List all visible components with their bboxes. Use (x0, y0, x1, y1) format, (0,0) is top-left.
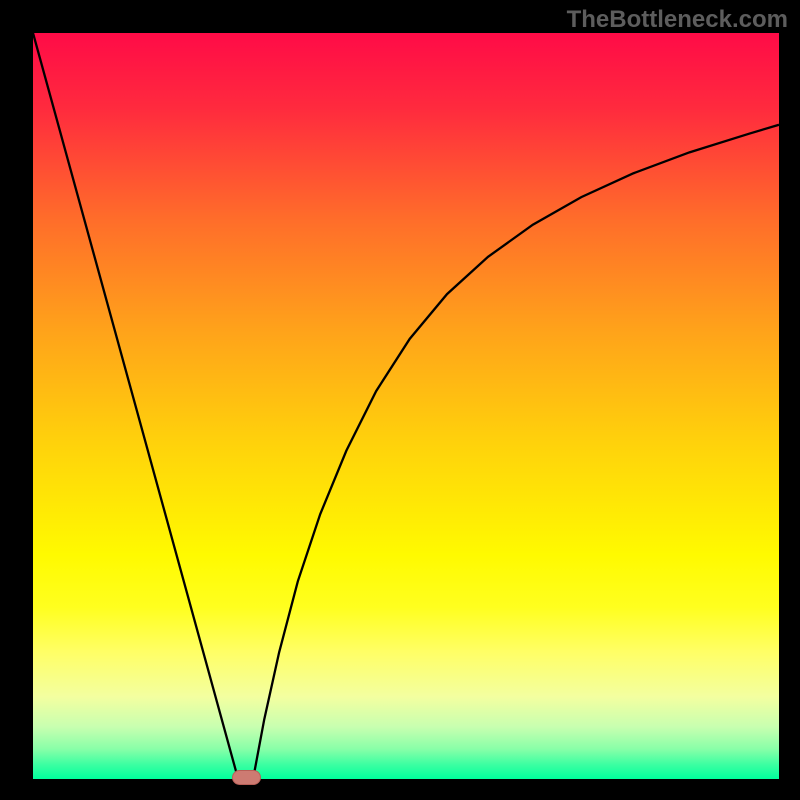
curve-right-segment (253, 125, 779, 779)
curve-layer (33, 33, 779, 779)
notch-marker (232, 770, 261, 785)
curve-left-segment (33, 33, 238, 779)
plot-area (33, 33, 779, 779)
chart-container: TheBottleneck.com (0, 0, 800, 800)
watermark-text: TheBottleneck.com (567, 6, 788, 34)
